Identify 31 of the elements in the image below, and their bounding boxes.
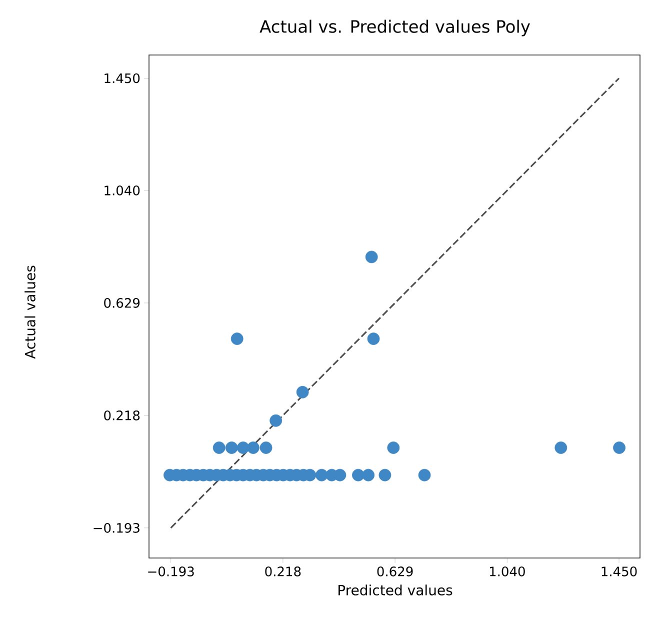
chart-title: Actual vs. Predicted values Poly (260, 20, 530, 36)
y-tick-label: 1.040 (104, 186, 140, 196)
y-tick-label: 1.450 (104, 73, 140, 84)
point (378, 468, 392, 482)
x-axis-title: Predicted values (338, 584, 452, 596)
x-tick-label: 1.450 (602, 566, 637, 576)
point (247, 442, 260, 454)
point (362, 468, 375, 482)
point (554, 442, 568, 454)
point (230, 332, 244, 345)
x-tick-label: 0.629 (377, 566, 413, 576)
point (260, 442, 272, 454)
point (365, 250, 378, 264)
point (613, 442, 626, 454)
y-tick-label: 0.629 (104, 298, 140, 308)
point (315, 468, 328, 482)
point (212, 442, 226, 454)
x-tick-label: 0.218 (265, 566, 301, 576)
y-axis-title: Actual values (24, 266, 36, 359)
point (296, 386, 309, 398)
point (270, 414, 282, 427)
point (387, 442, 400, 454)
y-tick-label: 0.218 (104, 410, 140, 420)
point (352, 468, 364, 482)
x-tick-label: 1.040 (490, 566, 525, 576)
point (367, 332, 380, 345)
point (418, 468, 431, 482)
point (225, 442, 238, 454)
x-tick-label: −0.193 (148, 566, 194, 576)
y-tick-label: −0.193 (94, 522, 140, 533)
point (236, 442, 250, 454)
